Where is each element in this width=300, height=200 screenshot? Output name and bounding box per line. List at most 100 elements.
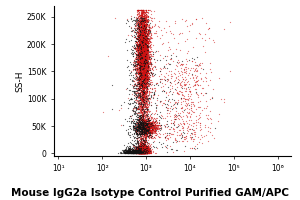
Point [143, 127, 148, 130]
Point [142, 143, 147, 146]
Point [140, 51, 145, 54]
Point [149, 123, 154, 126]
Point [136, 60, 141, 63]
Point [137, 151, 142, 154]
Point [145, 124, 149, 127]
Point [140, 139, 145, 142]
Point [137, 146, 142, 149]
Point [139, 133, 143, 136]
Point [183, 103, 188, 107]
Point [142, 29, 147, 32]
Point [146, 126, 151, 129]
Point [142, 63, 147, 67]
Point [144, 77, 149, 80]
Point [141, 78, 146, 82]
Point [143, 149, 148, 153]
Point [135, 78, 140, 81]
Point [139, 146, 144, 150]
Point [140, 24, 145, 27]
Point [144, 125, 149, 128]
Point [138, 151, 142, 154]
Point [142, 148, 147, 151]
Point [181, 111, 186, 114]
Point [136, 22, 141, 25]
Point [139, 89, 144, 92]
Point [141, 48, 146, 51]
Point [140, 108, 145, 111]
Point [139, 151, 143, 154]
Point [139, 151, 143, 154]
Point [150, 125, 154, 128]
Point [135, 69, 140, 72]
Point [142, 66, 146, 69]
Point [143, 60, 148, 63]
Point [141, 150, 146, 154]
Point [132, 105, 137, 108]
Point [136, 151, 140, 154]
Point [145, 124, 150, 127]
Point [140, 52, 145, 55]
Point [139, 31, 144, 34]
Point [132, 152, 136, 155]
Point [135, 51, 140, 54]
Point [137, 104, 142, 107]
Point [141, 148, 146, 151]
Point [151, 125, 156, 128]
Point [141, 62, 146, 65]
Point [137, 31, 142, 34]
Point [157, 111, 162, 114]
Point [141, 149, 146, 152]
Point [135, 63, 140, 66]
Point [140, 149, 145, 152]
Point [136, 32, 140, 36]
Point [138, 23, 143, 26]
Point [135, 132, 140, 135]
Point [143, 147, 148, 150]
Point [140, 77, 144, 81]
Point [151, 145, 156, 148]
Point [128, 151, 133, 155]
Point [145, 70, 150, 74]
Point [137, 93, 142, 96]
Point [148, 129, 153, 132]
Point [127, 150, 132, 153]
Point [143, 151, 148, 154]
Point [130, 150, 135, 154]
Point [134, 111, 139, 114]
Point [138, 55, 142, 58]
Point [139, 65, 144, 68]
Point [137, 44, 142, 47]
Point [140, 71, 145, 74]
Point [146, 128, 151, 131]
Point [146, 15, 151, 18]
Point [140, 18, 144, 21]
Point [133, 150, 138, 153]
Point [135, 42, 140, 45]
Point [131, 137, 136, 140]
Point [166, 98, 171, 102]
Point [147, 87, 152, 90]
Point [134, 127, 139, 130]
Point [145, 32, 150, 35]
Point [140, 151, 145, 154]
Point [143, 150, 148, 154]
Point [142, 81, 147, 85]
Point [144, 65, 149, 68]
Point [127, 24, 131, 27]
Point [139, 58, 144, 61]
Point [142, 63, 146, 67]
Point [189, 124, 194, 127]
Point [140, 28, 145, 32]
Point [135, 102, 140, 105]
Point [138, 77, 143, 80]
Point [137, 151, 142, 154]
Point [148, 63, 152, 66]
Point [140, 65, 145, 68]
Point [137, 47, 142, 50]
Point [203, 50, 208, 54]
Point [151, 69, 155, 72]
Point [145, 151, 150, 155]
Point [137, 92, 142, 95]
Point [142, 81, 146, 85]
Point [140, 119, 145, 122]
